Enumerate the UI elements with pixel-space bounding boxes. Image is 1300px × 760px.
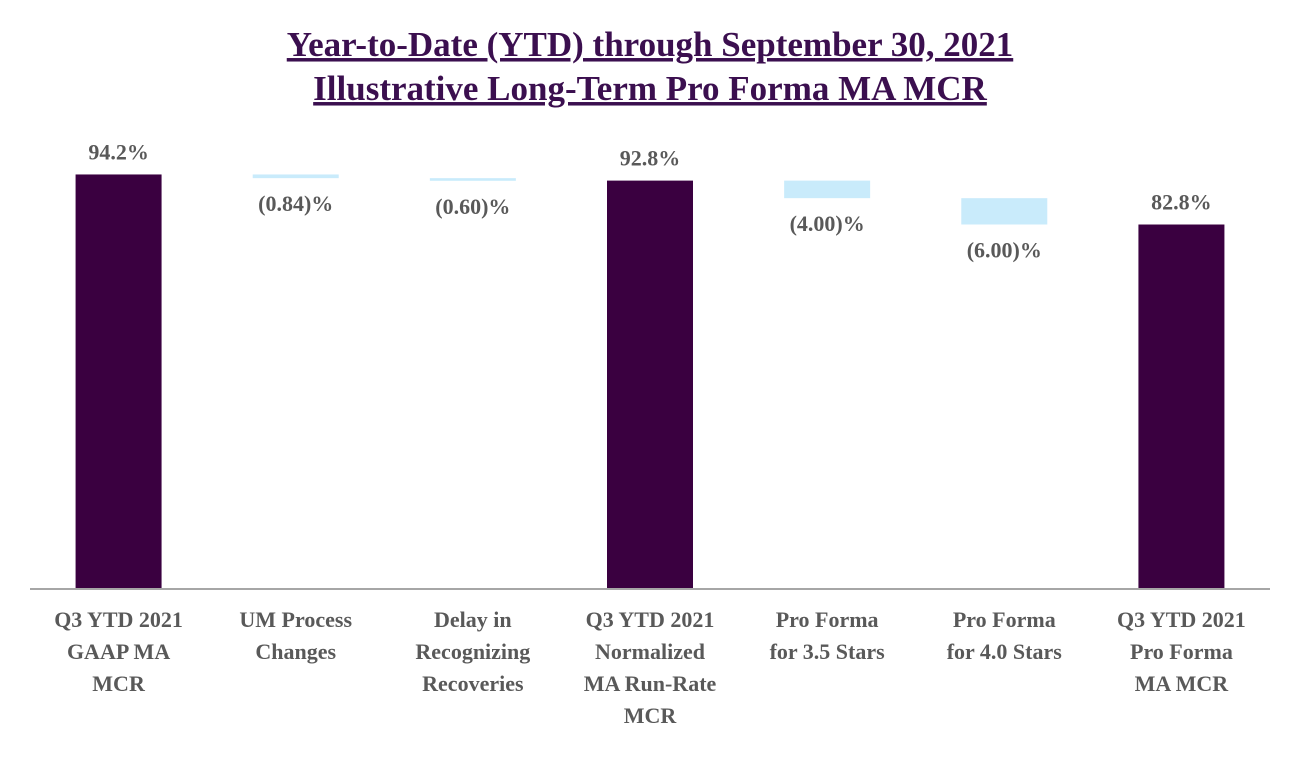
x-tick-label: Delay in	[434, 607, 512, 632]
x-tick-label: for 3.5 Stars	[770, 639, 886, 664]
data-label: 82.8%	[1151, 190, 1212, 215]
data-label: (0.84)%	[258, 191, 333, 216]
bar	[784, 180, 871, 199]
chart-title: Illustrative Long-Term Pro Forma MA MCR	[313, 69, 987, 108]
x-tick-label: UM Process	[239, 607, 352, 632]
bar	[252, 174, 339, 179]
x-tick-label: GAAP MA	[67, 639, 170, 664]
x-tick-label: MA Run-Rate	[584, 671, 717, 696]
x-tick-label: for 4.0 Stars	[947, 639, 1063, 664]
data-label: (4.00)%	[790, 211, 865, 236]
data-label: 94.2%	[88, 140, 149, 165]
bar	[1138, 224, 1225, 588]
data-label: 92.8%	[620, 146, 681, 171]
x-tick-label: Changes	[255, 639, 336, 664]
x-tick-label: Pro Forma	[776, 607, 879, 632]
data-label: (6.00)%	[967, 238, 1042, 263]
x-tick-label: Q3 YTD 2021	[54, 607, 183, 632]
chart-title: Year-to-Date (YTD) through September 30,…	[287, 25, 1013, 64]
bar	[75, 174, 162, 588]
x-tick-label: Normalized	[595, 639, 705, 664]
data-label: (0.60)%	[435, 194, 510, 219]
x-tick-label: MCR	[92, 671, 146, 696]
x-tick-label: Pro Forma	[1130, 639, 1233, 664]
x-tick-label: Pro Forma	[953, 607, 1056, 632]
x-tick-label: MA MCR	[1135, 671, 1230, 696]
bar	[961, 198, 1048, 225]
bar	[429, 178, 516, 181]
bar	[607, 180, 693, 588]
x-tick-label: Q3 YTD 2021	[586, 607, 715, 632]
x-tick-label: Recognizing	[415, 639, 530, 664]
x-tick-label: Recoveries	[422, 671, 524, 696]
x-tick-label: MCR	[624, 703, 678, 728]
x-tick-label: Q3 YTD 2021	[1117, 607, 1246, 632]
